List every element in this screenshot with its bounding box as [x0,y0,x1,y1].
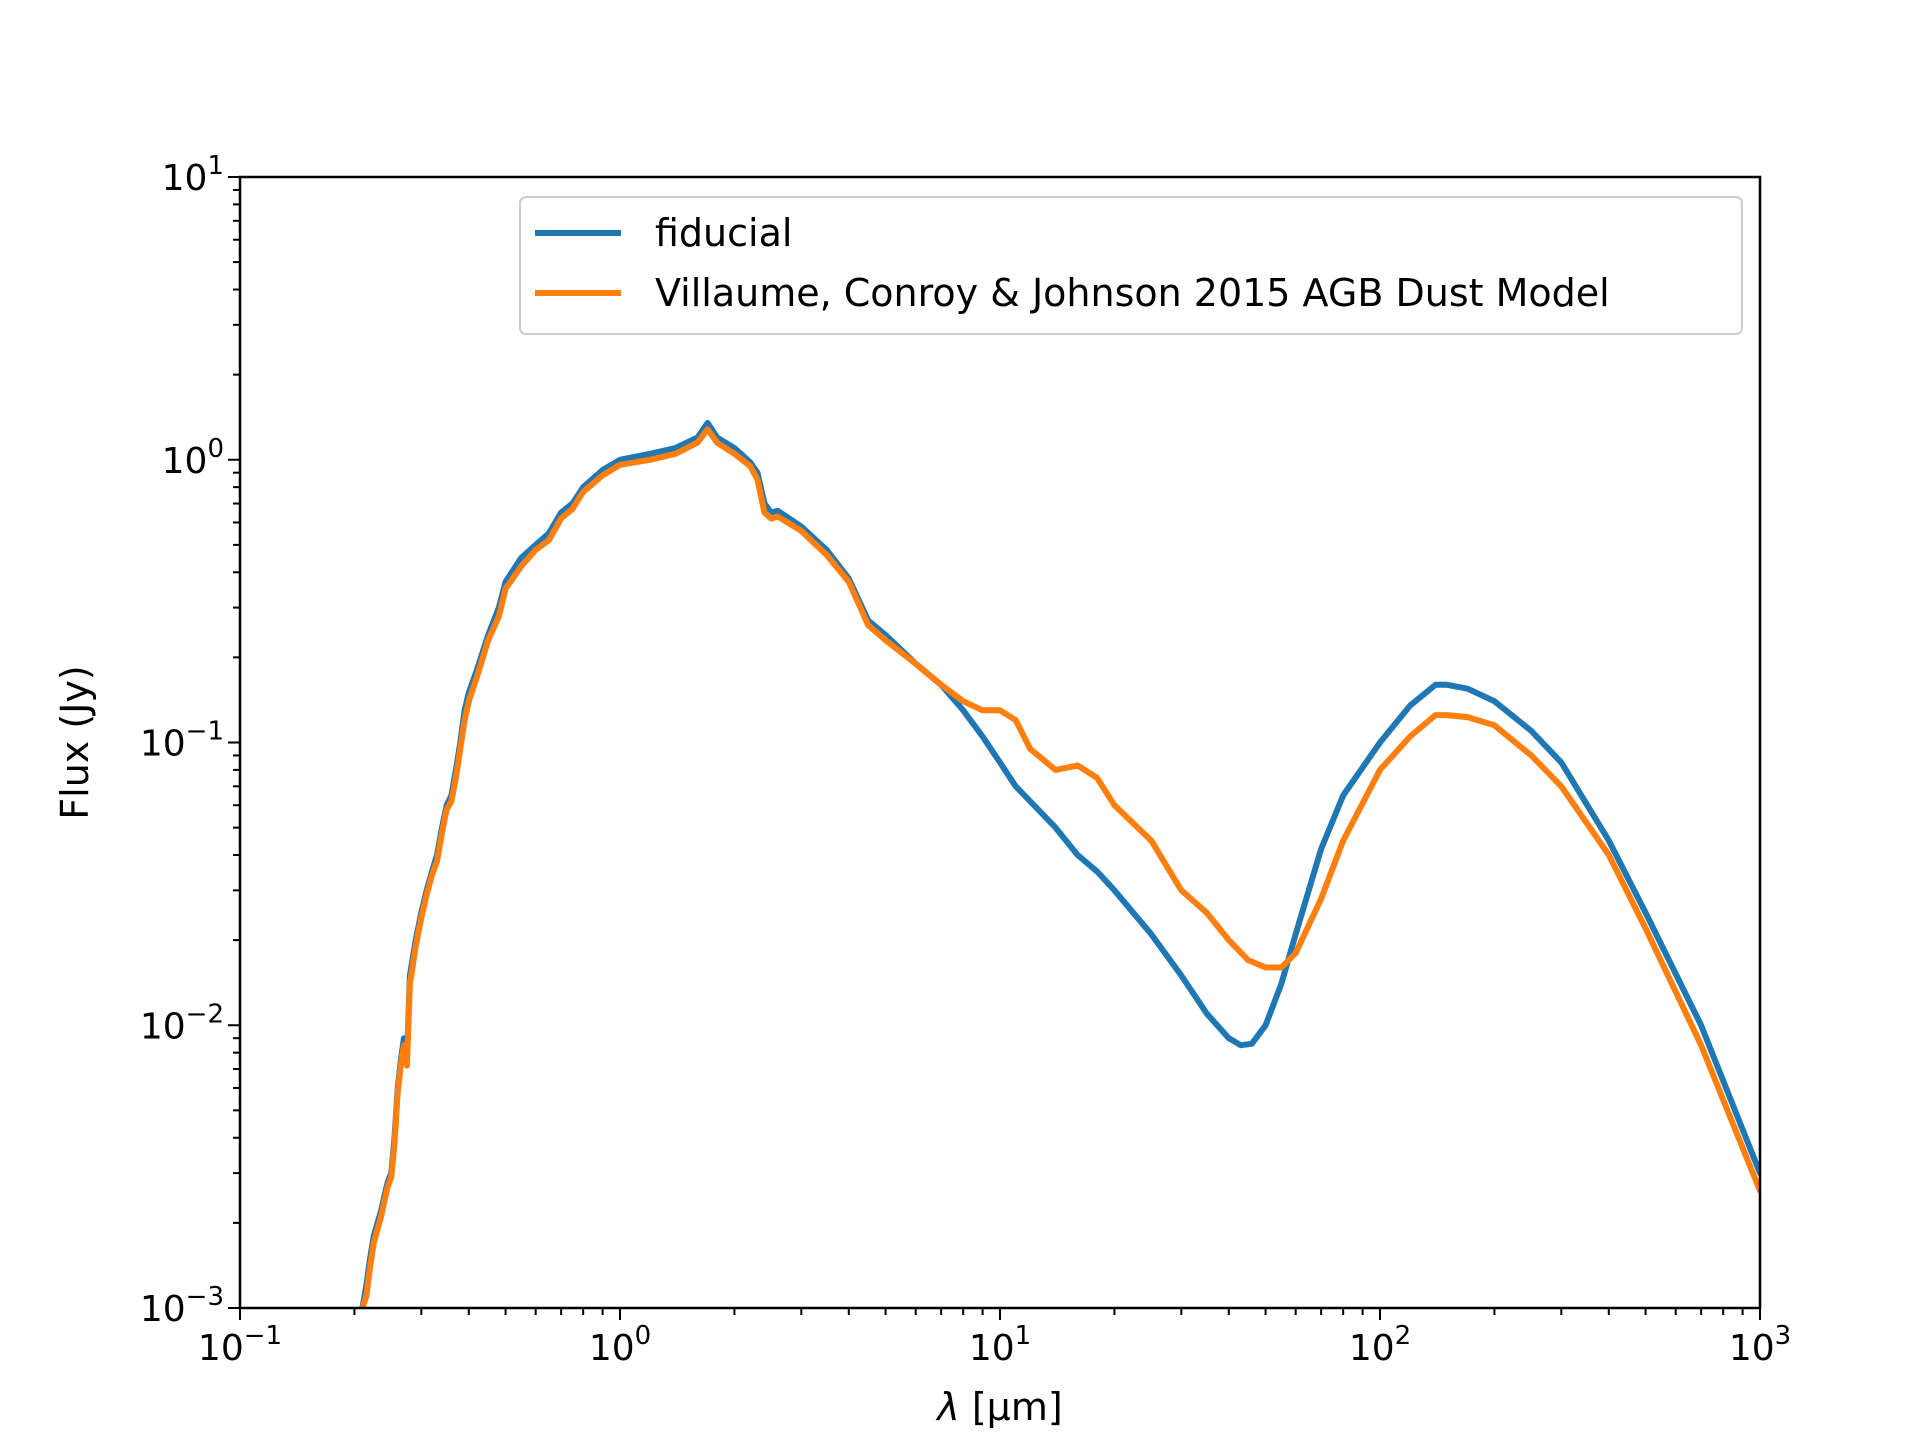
y-tick-label: 10−1 [140,717,224,765]
legend-frame [519,196,1743,335]
legend-label-2: Villaume, Conroy & Johnson 2015 AGB Dust… [655,271,1610,315]
y-tick-label: 10−3 [140,1282,224,1330]
labels-group: 10−1 100 101 102 103 10−3 10−2 10−1 100 101 λ [μm]… [53,151,1791,1429]
y-tick-label: 101 [162,151,224,199]
legend-label-1: fiducial [655,211,792,255]
y-tick-label: 10−2 [140,999,224,1047]
legend: fiducial Villaume, Conroy & Johnson 2015 … [519,196,1743,335]
y-axis-label: Flux (Jy) [53,665,97,819]
series-line-2 [359,426,1760,1308]
ticks-group [228,176,1761,1320]
x-tick-label: 10−1 [198,1321,282,1369]
x-tick-label: 103 [1729,1321,1791,1369]
x-tick-label: 102 [1349,1321,1411,1369]
x-tick-label: 100 [589,1321,651,1369]
series-group [359,419,1760,1308]
y-tick-label: 100 [162,434,224,482]
x-axis-label: λ [μm] [935,1385,1062,1429]
x-tick-label: 101 [969,1321,1031,1369]
